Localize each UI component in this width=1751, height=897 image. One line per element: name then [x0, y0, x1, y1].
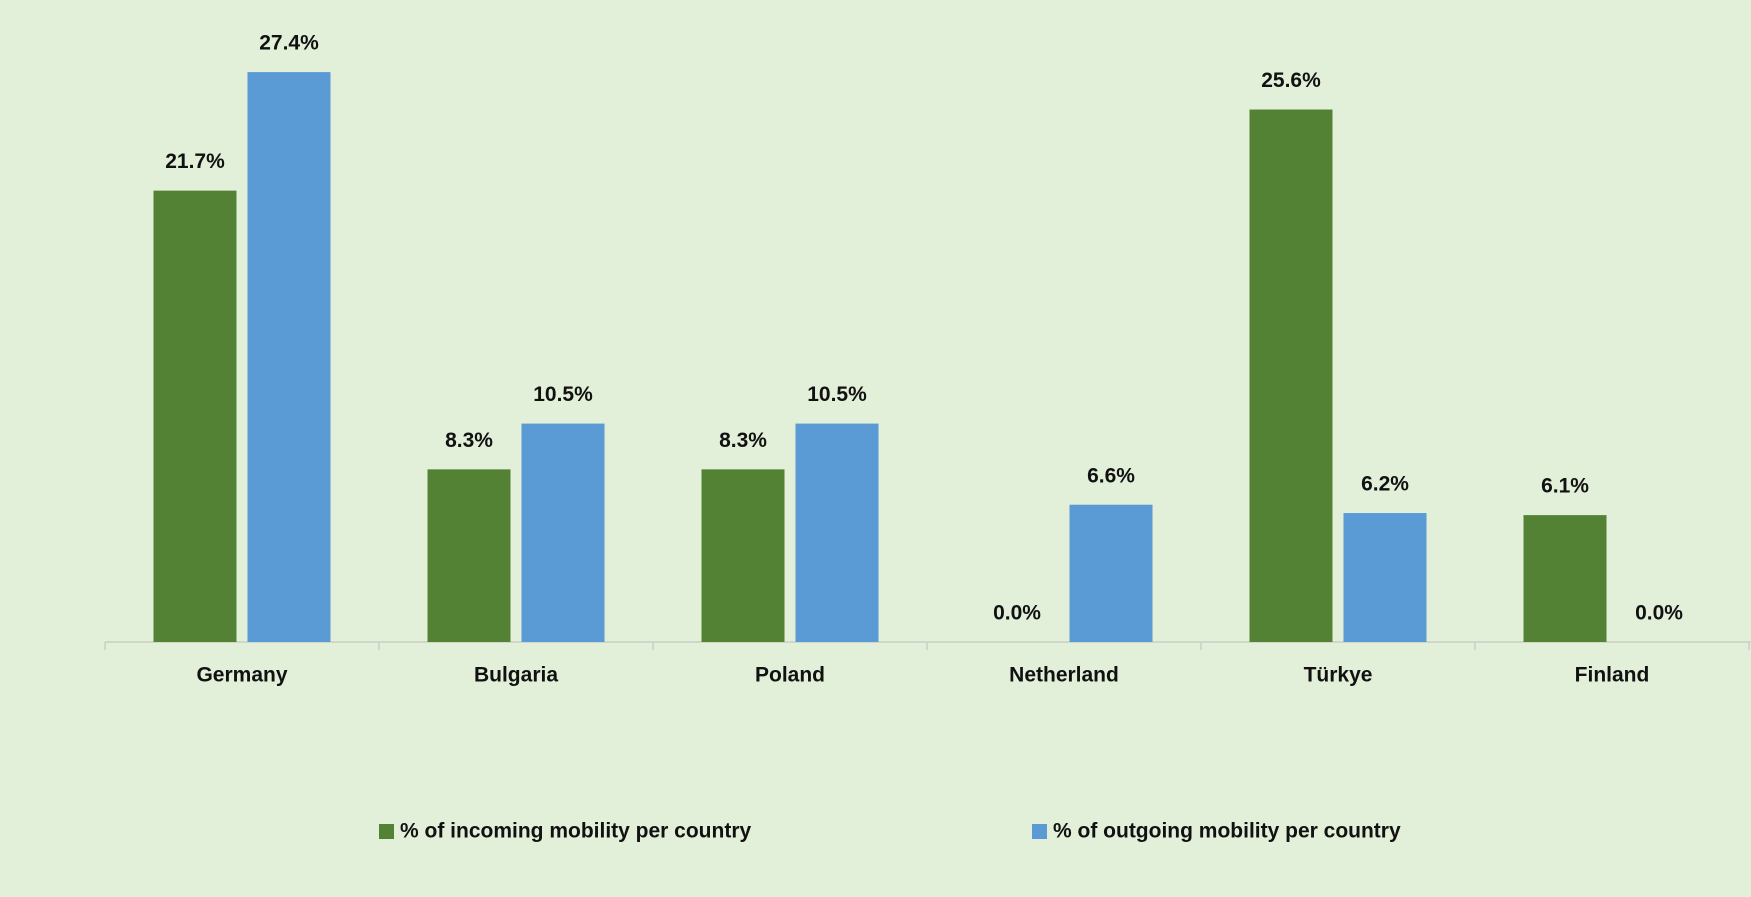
- x-tick-label: Finland: [1575, 664, 1650, 687]
- data-label: 0.0%: [1635, 602, 1683, 625]
- data-label: 6.1%: [1541, 475, 1589, 498]
- legend-label: % of outgoing mobility per country: [1053, 820, 1401, 843]
- x-tick-label: Bulgaria: [474, 664, 558, 687]
- data-label: 6.2%: [1361, 473, 1409, 496]
- data-label: 21.7%: [165, 150, 225, 173]
- data-label: 8.3%: [719, 429, 767, 452]
- legend-swatch: [1032, 824, 1047, 839]
- bar: [1249, 109, 1333, 642]
- data-label: 0.0%: [993, 602, 1041, 625]
- bar: [1343, 513, 1427, 642]
- bar: [153, 190, 237, 642]
- data-label: 10.5%: [533, 383, 593, 406]
- bar: [247, 72, 331, 642]
- data-label: 10.5%: [807, 383, 867, 406]
- x-tick-label: Netherland: [1009, 664, 1119, 687]
- data-label: 8.3%: [445, 429, 493, 452]
- data-label: 25.6%: [1261, 69, 1321, 92]
- x-tick-label: Poland: [755, 664, 825, 687]
- bar: [795, 423, 879, 642]
- x-tick-label: Türkye: [1304, 664, 1373, 687]
- bar: [701, 469, 785, 642]
- legend-label: % of incoming mobility per country: [400, 820, 752, 843]
- x-tick-label: Germany: [196, 664, 287, 687]
- bar: [521, 423, 605, 642]
- legend-swatch: [379, 824, 394, 839]
- bar: [1523, 515, 1607, 642]
- data-label: 27.4%: [259, 32, 319, 55]
- bar: [1069, 504, 1153, 642]
- bar: [427, 469, 511, 642]
- data-label: 6.6%: [1087, 464, 1135, 487]
